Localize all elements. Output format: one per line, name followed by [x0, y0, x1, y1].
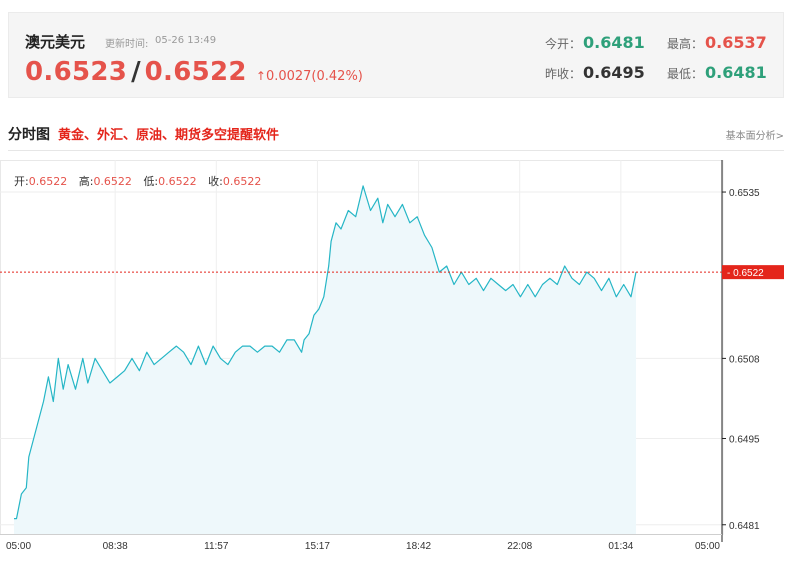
ohlc-readout: 开:0.6522 高:0.6522 低:0.6522 收:0.6522 — [14, 173, 269, 189]
quote-panel: 澳元美元 更新时间: 05-26 13:49 0.6523/0.6522 ↑0.… — [8, 12, 784, 98]
ohlc-open-value: 0.6522 — [28, 175, 68, 188]
stat-low: 最低： 0.6481 — [667, 63, 767, 82]
x-tick-label: 11:57 — [204, 541, 229, 552]
fundamental-analysis-link[interactable]: 基本面分析> — [725, 131, 784, 142]
stat-prev-close-value: 0.6495 — [583, 63, 645, 82]
y-tick-label: 0.6495 — [729, 434, 760, 445]
x-tick-label: 05:00 — [695, 541, 720, 552]
ohlc-low-label: 低: — [143, 175, 159, 188]
y-tick-label: 0.6535 — [729, 188, 760, 199]
price-change: 0.0027(0.42%) — [265, 69, 363, 84]
stat-prev-close: 昨收： 0.6495 — [545, 63, 645, 82]
stat-open-label: 今开： — [545, 37, 582, 51]
up-arrow-icon: ↑ — [255, 69, 266, 83]
bid-price: 0.6523 — [25, 57, 128, 87]
ohlc-open-label: 开: — [14, 175, 29, 188]
stat-high-label: 最高： — [667, 37, 704, 51]
current-price-label: - 0.6522 — [727, 268, 764, 279]
ask-price: 0.6522 — [144, 57, 247, 87]
series-line — [14, 185, 637, 520]
ohlc-close-value: 0.6522 — [222, 175, 262, 188]
x-tick-label: 01:34 — [608, 541, 633, 552]
stat-open-value: 0.6481 — [583, 33, 645, 52]
price-line: 0.6523/0.6522 ↑0.0027(0.42%) — [25, 57, 363, 87]
ohlc-high-value: 0.6522 — [93, 175, 132, 188]
promo-link[interactable]: 黄金、外汇、原油、期货多空提醒软件 — [58, 128, 280, 143]
ohlc-high-label: 高: — [78, 175, 94, 188]
stat-high-value: 0.6537 — [705, 33, 767, 52]
section-divider — [8, 150, 784, 151]
x-tick-label: 08:38 — [103, 541, 128, 552]
stat-low-value: 0.6481 — [705, 63, 767, 82]
x-tick-label: 22:08 — [507, 541, 532, 552]
stat-prev-close-label: 昨收： — [545, 67, 582, 81]
update-time-value: 05-26 13:49 — [155, 35, 217, 46]
y-tick-label: 0.6481 — [729, 521, 760, 532]
x-tick-label: 05:00 — [6, 541, 31, 552]
current-price-marker — [722, 265, 784, 280]
section-title: 分时图 — [8, 127, 50, 143]
update-time-label: 更新时间: — [105, 39, 149, 50]
ohlc-low-value: 0.6522 — [158, 175, 197, 188]
stat-low-label: 最低： — [667, 67, 704, 81]
stat-open: 今开： 0.6481 — [545, 33, 645, 52]
y-tick-label: 0.6508 — [729, 354, 760, 365]
series-area — [14, 185, 636, 534]
x-tick-label: 18:42 — [406, 541, 431, 552]
currency-pair-name: 澳元美元 — [25, 33, 86, 51]
ohlc-close-label: 收: — [208, 175, 223, 188]
price-separator: / — [131, 57, 141, 87]
stat-high: 最高： 0.6537 — [667, 33, 767, 52]
x-tick-label: 15:17 — [305, 541, 330, 552]
